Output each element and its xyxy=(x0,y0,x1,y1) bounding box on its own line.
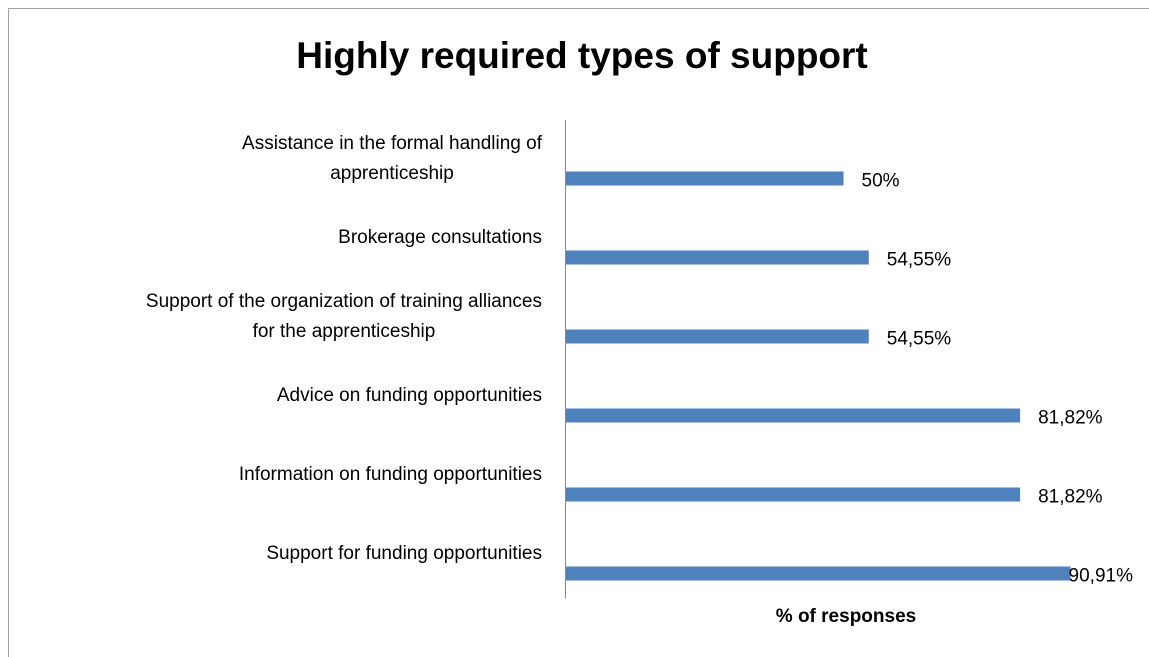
bar xyxy=(566,566,1071,581)
value-label: 50% xyxy=(862,171,900,192)
category-label: Support of the organization of training … xyxy=(145,290,542,342)
value-label: 81,82% xyxy=(1038,487,1103,508)
bar xyxy=(566,171,844,186)
category-label: Support for funding opportunities xyxy=(266,542,542,564)
bar xyxy=(566,250,869,265)
category-label: Assistance in the formal handling of app… xyxy=(242,132,542,184)
category-label: Brokerage consultations xyxy=(338,226,542,248)
bar xyxy=(566,329,869,344)
value-label: 54,55% xyxy=(887,329,952,350)
value-label: 54,55% xyxy=(887,250,952,271)
x-axis-label: % of responses xyxy=(776,606,916,627)
chart-border xyxy=(8,8,1149,657)
chart-title: Highly required types of support xyxy=(296,35,868,76)
category-label: Advice on funding opportunities xyxy=(276,384,542,406)
category-label: Information on funding opportunities xyxy=(238,463,542,485)
bar xyxy=(566,408,1021,423)
bar xyxy=(566,487,1021,502)
value-label: 81,82% xyxy=(1038,408,1103,429)
value-label: 90,91% xyxy=(1069,566,1134,587)
